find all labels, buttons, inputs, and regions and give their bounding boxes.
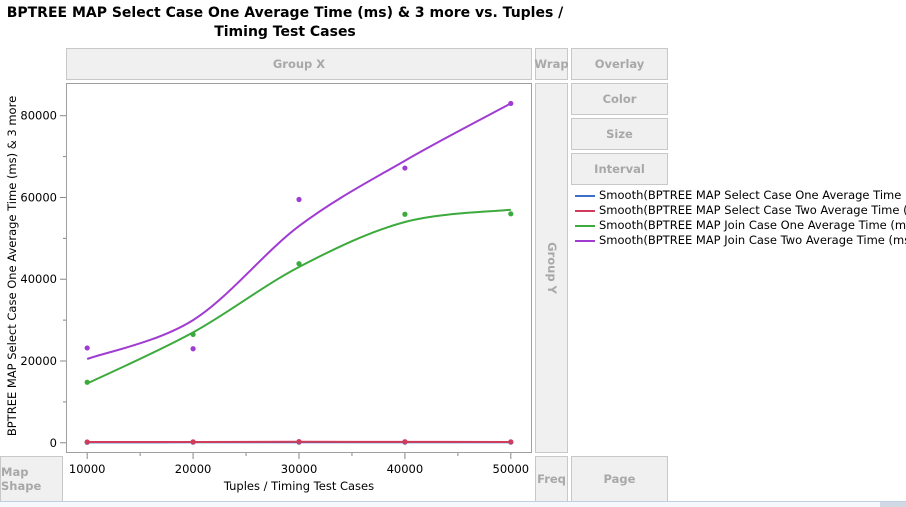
x-tick-label: 20000: [175, 462, 212, 476]
data-point-series-3: [190, 331, 196, 338]
size-zone[interactable]: Size: [571, 118, 668, 150]
data-point-series-2: [84, 439, 90, 445]
legend-swatch: [575, 194, 595, 197]
wrap-zone[interactable]: Wrap: [534, 48, 569, 80]
y-axis-title: BPTREE MAP Select Case One Average Time …: [5, 95, 19, 437]
data-point-series-3: [402, 211, 408, 217]
legend-item[interactable]: Smooth(BPTREE MAP Join Case Two Average …: [575, 233, 906, 248]
y-tick-label: 80000: [20, 109, 57, 123]
legend-label: Smooth(BPTREE MAP Join Case Two Average …: [599, 233, 906, 247]
chart-title: BPTREE MAP Select Case One Average Time …: [6, 5, 564, 40]
x-tick-label: 50000: [493, 462, 530, 476]
legend-swatch: [575, 209, 595, 212]
data-point-series-2: [190, 439, 196, 445]
y-tick-label: 40000: [20, 272, 57, 286]
overlay-label: Overlay: [594, 57, 645, 71]
x-axis-title: Tuples / Timing Test Cases: [223, 479, 375, 493]
data-point-series-4: [296, 196, 302, 203]
color-zone[interactable]: Color: [571, 83, 668, 115]
overlay-zone[interactable]: Overlay: [571, 48, 668, 80]
x-tick-label: 10000: [69, 462, 106, 476]
data-point-series-2: [296, 439, 302, 445]
x-tick-label: 40000: [387, 462, 424, 476]
y-tick-label: 0: [50, 436, 57, 450]
legend[interactable]: Smooth(BPTREE MAP Select Case One Averag…: [575, 188, 906, 248]
map-shape-zone[interactable]: Map Shape: [0, 456, 63, 502]
y-tick-label: 20000: [20, 354, 57, 368]
page-label: Page: [603, 472, 636, 486]
series-line-3: [86, 208, 511, 385]
map-shape-label: Map Shape: [1, 465, 42, 493]
series-line-4: [86, 102, 512, 360]
group-x-zone[interactable]: Group X: [66, 48, 532, 80]
group-y-zone[interactable]: Group Y: [535, 83, 568, 453]
legend-item[interactable]: Smooth(BPTREE MAP Join Case One Average …: [575, 218, 906, 233]
wrap-label: Wrap: [534, 57, 569, 71]
y-tick-label: 60000: [20, 190, 57, 204]
data-point-series-3: [296, 261, 302, 267]
x-tick-label: 30000: [281, 462, 318, 476]
resize-grip[interactable]: [880, 502, 906, 507]
interval-zone[interactable]: Interval: [571, 153, 668, 185]
data-point-series-4: [508, 100, 514, 107]
data-point-series-2: [402, 439, 408, 445]
legend-label: Smooth(BPTREE MAP Join Case One Average …: [599, 218, 906, 232]
data-point-series-3: [84, 379, 90, 385]
group-x-label: Group X: [272, 57, 326, 71]
data-point-series-3: [508, 211, 514, 217]
interval-label: Interval: [594, 162, 645, 176]
freq-label: Freq: [537, 472, 566, 486]
data-point-series-2: [508, 439, 514, 445]
size-label: Size: [606, 127, 633, 141]
color-label: Color: [602, 92, 637, 106]
data-point-series-4: [402, 165, 408, 171]
data-point-series-4: [190, 346, 196, 352]
status-bar: [0, 501, 906, 507]
legend-item[interactable]: Smooth(BPTREE MAP Select Case One Averag…: [575, 188, 906, 203]
legend-label: Smooth(BPTREE MAP Select Case Two Averag…: [599, 203, 906, 217]
legend-item[interactable]: Smooth(BPTREE MAP Select Case Two Averag…: [575, 203, 906, 218]
legend-swatch: [575, 224, 595, 227]
freq-zone[interactable]: Freq: [535, 456, 568, 502]
legend-swatch: [575, 239, 595, 242]
legend-label: Smooth(BPTREE MAP Select Case One Averag…: [599, 188, 906, 202]
data-point-series-4: [84, 345, 90, 351]
